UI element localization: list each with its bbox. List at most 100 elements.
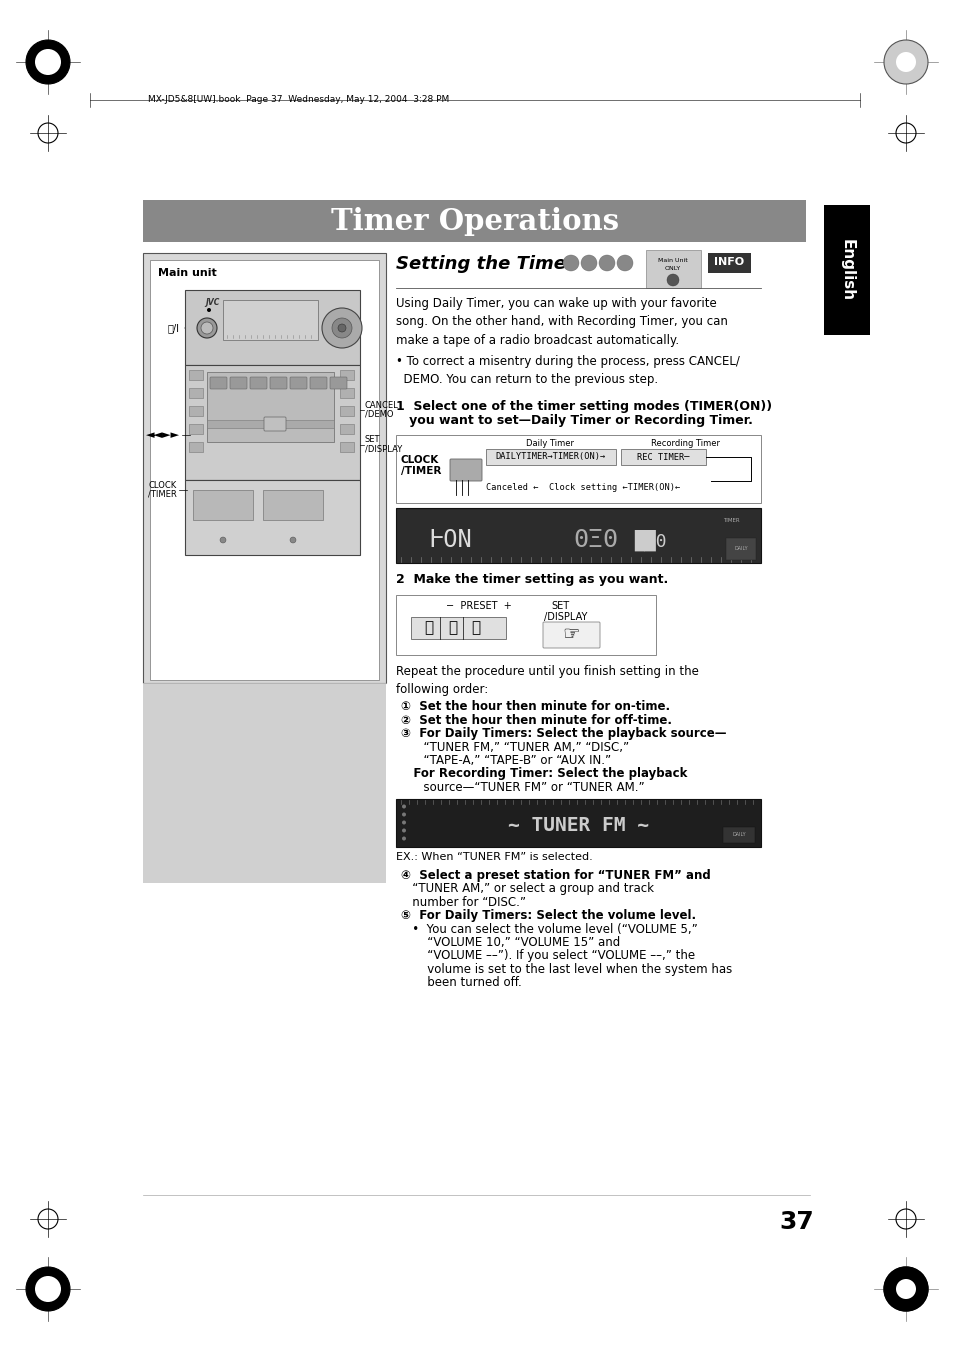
FancyBboxPatch shape: [189, 388, 203, 399]
FancyBboxPatch shape: [185, 480, 359, 555]
Text: DAILY: DAILY: [734, 547, 747, 551]
FancyBboxPatch shape: [189, 424, 203, 434]
Circle shape: [322, 308, 361, 349]
Text: been turned off.: been turned off.: [400, 977, 521, 989]
FancyBboxPatch shape: [207, 420, 334, 428]
FancyBboxPatch shape: [223, 300, 317, 340]
Text: DAILYTIMER→TIMER(ON)→: DAILYTIMER→TIMER(ON)→: [496, 453, 605, 462]
FancyBboxPatch shape: [250, 377, 267, 389]
Circle shape: [401, 828, 406, 832]
Circle shape: [35, 1275, 61, 1302]
FancyBboxPatch shape: [189, 407, 203, 416]
FancyBboxPatch shape: [270, 377, 287, 389]
Text: Main Unit: Main Unit: [658, 258, 687, 262]
Text: • To correct a misentry during the process, press CANCEL/
  DEMO. You can return: • To correct a misentry during the proce…: [395, 355, 740, 386]
Circle shape: [290, 536, 295, 543]
FancyBboxPatch shape: [193, 490, 253, 520]
Circle shape: [666, 274, 679, 286]
Text: /DISPLAY: /DISPLAY: [543, 612, 587, 621]
FancyBboxPatch shape: [185, 365, 359, 480]
Text: ⏮: ⏮: [424, 620, 433, 635]
Text: SET: SET: [365, 435, 380, 444]
Text: JVC: JVC: [205, 299, 219, 307]
Circle shape: [401, 812, 406, 816]
Text: ③  For Daily Timers: Select the playback source—: ③ For Daily Timers: Select the playback …: [400, 727, 726, 740]
Circle shape: [883, 1267, 927, 1310]
Text: English: English: [839, 239, 854, 301]
Text: ⱵON: ⱵON: [429, 528, 472, 553]
Circle shape: [580, 255, 597, 272]
FancyBboxPatch shape: [823, 205, 869, 335]
Text: ~ TUNER FM ~: ~ TUNER FM ~: [507, 816, 648, 835]
Text: MX-JD5&8[UW].book  Page 37  Wednesday, May 12, 2004  3:28 PM: MX-JD5&8[UW].book Page 37 Wednesday, May…: [148, 96, 449, 104]
Circle shape: [883, 1267, 927, 1310]
Text: number for “DISC.”: number for “DISC.”: [400, 896, 525, 908]
FancyBboxPatch shape: [263, 490, 323, 520]
FancyBboxPatch shape: [395, 508, 760, 563]
FancyBboxPatch shape: [411, 617, 505, 639]
FancyBboxPatch shape: [450, 459, 481, 481]
Circle shape: [883, 41, 927, 84]
FancyBboxPatch shape: [620, 449, 705, 465]
Circle shape: [332, 317, 352, 338]
Text: source—“TUNER FM” or “TUNER AM.”: source—“TUNER FM” or “TUNER AM.”: [400, 781, 644, 794]
Circle shape: [201, 322, 213, 334]
FancyBboxPatch shape: [189, 442, 203, 453]
FancyBboxPatch shape: [645, 250, 700, 288]
FancyBboxPatch shape: [339, 424, 354, 434]
FancyBboxPatch shape: [339, 407, 354, 416]
Circle shape: [207, 308, 211, 312]
Circle shape: [562, 255, 578, 272]
FancyBboxPatch shape: [150, 259, 378, 680]
Text: ██0: ██0: [634, 530, 666, 551]
Text: /DEMO: /DEMO: [365, 409, 393, 419]
Text: For Recording Timer: Select the playback: For Recording Timer: Select the playback: [400, 767, 687, 781]
Text: volume is set to the last level when the system has: volume is set to the last level when the…: [400, 963, 732, 975]
Circle shape: [401, 804, 406, 808]
Text: Repeat the procedure until you finish setting in the
following order:: Repeat the procedure until you finish se…: [395, 665, 699, 696]
Text: EX.: When “TUNER FM” is selected.: EX.: When “TUNER FM” is selected.: [395, 851, 592, 862]
FancyBboxPatch shape: [707, 253, 750, 273]
FancyBboxPatch shape: [290, 377, 307, 389]
FancyBboxPatch shape: [339, 370, 354, 380]
Text: DAILY: DAILY: [731, 832, 745, 838]
FancyBboxPatch shape: [330, 377, 347, 389]
Text: ④  Select a preset station for “TUNER FM” and: ④ Select a preset station for “TUNER FM”…: [400, 869, 710, 881]
Text: Daily Timer: Daily Timer: [525, 439, 574, 449]
Text: CLOCK: CLOCK: [149, 481, 177, 489]
Text: you want to set—Daily Timer or Recording Timer.: you want to set—Daily Timer or Recording…: [395, 413, 752, 427]
Text: ①  Set the hour then minute for on-time.: ① Set the hour then minute for on-time.: [400, 700, 669, 713]
Text: 0Ξ0: 0Ξ0: [573, 528, 618, 553]
Text: “VOLUME ––”). If you select “VOLUME ––,” the: “VOLUME ––”). If you select “VOLUME ––,”…: [400, 950, 695, 962]
Circle shape: [617, 255, 633, 272]
Text: ⏻/I: ⏻/I: [168, 323, 180, 332]
FancyBboxPatch shape: [722, 827, 754, 843]
FancyBboxPatch shape: [310, 377, 327, 389]
Circle shape: [26, 41, 70, 84]
Circle shape: [895, 1279, 915, 1300]
Text: Recording Timer: Recording Timer: [650, 439, 720, 449]
FancyBboxPatch shape: [143, 200, 805, 242]
Text: CLOCK: CLOCK: [400, 455, 438, 465]
Text: 37: 37: [779, 1210, 814, 1233]
FancyBboxPatch shape: [207, 372, 334, 442]
FancyBboxPatch shape: [542, 621, 599, 648]
Text: ☞: ☞: [561, 626, 579, 644]
Circle shape: [220, 536, 226, 543]
Text: TIMER: TIMER: [722, 517, 739, 523]
Text: “TUNER FM,” “TUNER AM,” “DISC,”: “TUNER FM,” “TUNER AM,” “DISC,”: [400, 740, 628, 754]
FancyBboxPatch shape: [395, 798, 760, 847]
Text: “TAPE-A,” “TAPE-B” or “AUX IN.”: “TAPE-A,” “TAPE-B” or “AUX IN.”: [400, 754, 611, 767]
Text: Setting the Timer: Setting the Timer: [395, 255, 575, 273]
FancyBboxPatch shape: [339, 442, 354, 453]
Text: “TUNER AM,” or select a group and track: “TUNER AM,” or select a group and track: [400, 882, 654, 894]
FancyBboxPatch shape: [339, 388, 354, 399]
FancyBboxPatch shape: [395, 594, 656, 655]
Circle shape: [26, 1267, 70, 1310]
Circle shape: [196, 317, 216, 338]
Text: CANCEL: CANCEL: [365, 400, 398, 409]
Text: /TIMER: /TIMER: [400, 466, 441, 476]
Text: Timer Operations: Timer Operations: [331, 207, 618, 235]
Circle shape: [401, 820, 406, 824]
Circle shape: [35, 49, 61, 76]
